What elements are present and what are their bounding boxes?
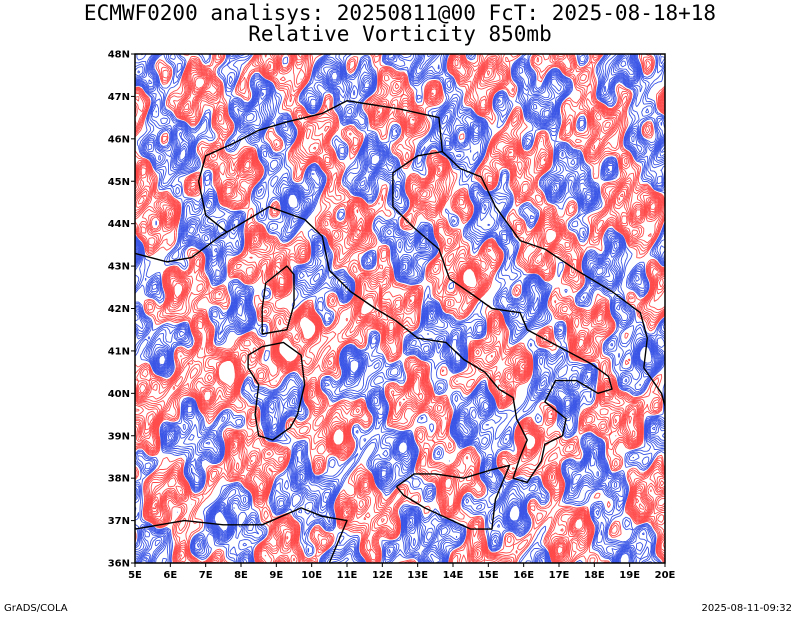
coastline — [441, 151, 665, 407]
coastline — [135, 231, 228, 263]
lon-tick-label: 7E — [199, 570, 213, 581]
negative-vorticity-contour — [135, 70, 656, 555]
coastline — [247, 341, 306, 441]
lon-tick-label: 17E — [549, 570, 570, 581]
positive-vorticity-contour — [135, 57, 665, 563]
positive-vorticity-contour — [135, 54, 665, 563]
negative-vorticity-contour — [135, 54, 665, 563]
positive-vorticity-contour — [135, 54, 665, 563]
lat-tick-label: 44N — [108, 219, 130, 230]
lat-tick-label: 47N — [108, 92, 130, 103]
lon-tick-label: 18E — [584, 570, 605, 581]
coastline — [395, 464, 511, 530]
lon-tick-label: 5E — [128, 570, 142, 581]
negative-vorticity-contour — [135, 54, 665, 563]
latitude-axis: 36N 37N 38N 39N 40N 41N 42N 43N 44N 45N 46N 47N 48N — [108, 50, 135, 570]
lon-tick-label: 16E — [513, 570, 534, 581]
lat-tick-label: 37N — [108, 516, 130, 527]
positive-vorticity-contour — [135, 54, 665, 563]
coastline — [197, 100, 613, 484]
positive-vorticity-contour — [135, 54, 665, 563]
lon-tick-label: 11E — [337, 570, 358, 581]
software-credit: GrADS/COLA — [4, 603, 68, 614]
lon-tick-label: 19E — [619, 570, 640, 581]
lat-tick-label: 41N — [108, 346, 130, 357]
lon-tick-label: 15E — [478, 570, 499, 581]
positive-vorticity-contour — [135, 54, 665, 563]
positive-vorticity-contour — [135, 54, 665, 563]
lat-tick-label: 43N — [108, 262, 130, 273]
positive-vorticity-contour — [135, 60, 653, 563]
lon-tick-label: 10E — [301, 570, 322, 581]
lon-tick-label: 13E — [407, 570, 428, 581]
lat-tick-label: 39N — [108, 431, 130, 442]
lat-tick-label: 42N — [108, 304, 130, 315]
lon-tick-label: 14E — [443, 570, 464, 581]
map-subtitle: Relative Vorticity 850mb — [248, 22, 552, 46]
lat-tick-label: 45N — [108, 177, 130, 188]
negative-vorticity-contour — [135, 54, 665, 563]
lat-tick-label: 46N — [108, 134, 130, 145]
negative-vorticity-contour — [135, 54, 665, 563]
lon-tick-label: 12E — [372, 570, 393, 581]
timestamp: 2025-08-11-09:32 — [701, 603, 792, 614]
lon-tick-label: 8E — [234, 570, 248, 581]
lat-tick-label: 38N — [108, 474, 130, 485]
coastline — [135, 519, 263, 530]
negative-vorticity-contour — [135, 54, 665, 563]
coastline — [261, 507, 348, 563]
positive-vorticity-contour — [135, 55, 665, 563]
lat-tick-label: 48N — [108, 50, 130, 61]
lon-tick-label: 9E — [269, 570, 283, 581]
negative-vorticity-contour — [135, 54, 665, 563]
lon-tick-label: 20E — [655, 570, 676, 581]
lat-tick-label: 40N — [108, 389, 130, 400]
lon-tick-label: 6E — [163, 570, 177, 581]
negative-vorticity-contour — [135, 67, 664, 557]
coastlines — [135, 100, 665, 563]
map-title: ECMWF0200 analisys: 20250811@00 FcT: 202… — [83, 1, 717, 25]
lat-tick-label: 36N — [108, 559, 130, 570]
positive-vorticity-contour — [135, 54, 665, 563]
vorticity-contours — [135, 54, 665, 563]
coastline — [261, 265, 295, 335]
longitude-axis: 5E 6E 7E 8E 9E 10E 11E 12E 13E 14E 15E 16E 17E 18E 19E… — [128, 563, 676, 581]
